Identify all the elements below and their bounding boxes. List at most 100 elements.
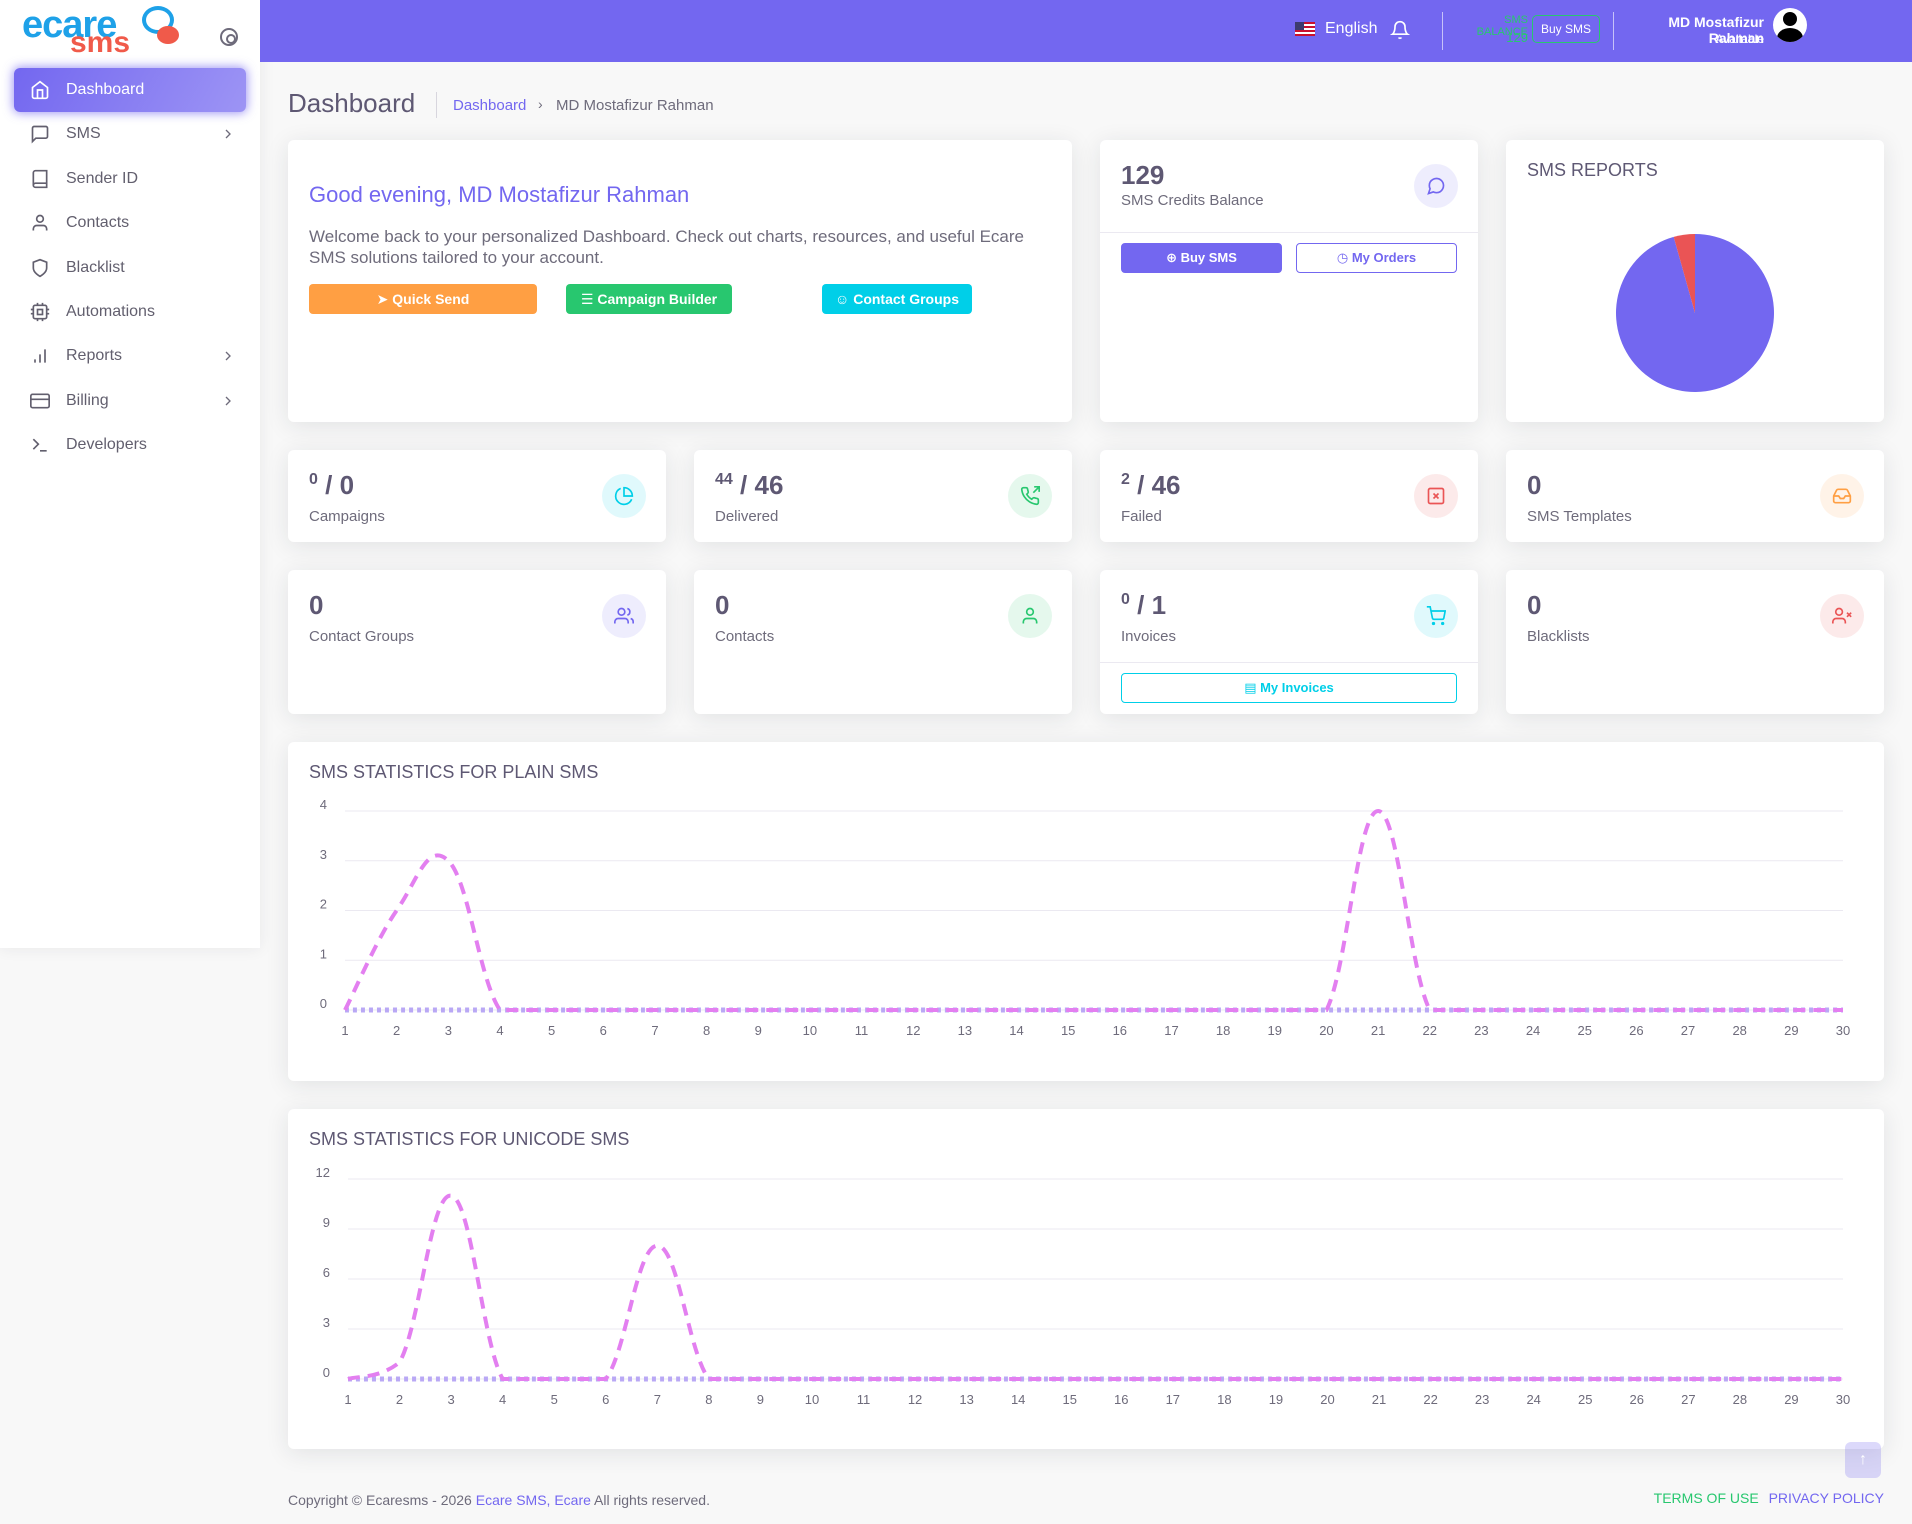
campaigns-card[interactable]: 0 / 0 Campaigns	[288, 450, 666, 542]
failed-total: / 46	[1137, 470, 1181, 500]
contacts-card[interactable]: 0 Contacts	[694, 570, 1072, 714]
y-tick-label: 12	[316, 1165, 330, 1180]
sidebar-item-label: Contacts	[66, 214, 130, 232]
pie-chart-icon	[602, 474, 646, 518]
terms-of-use-link[interactable]: TERMS OF USE	[1653, 1490, 1759, 1506]
shopping-cart-icon	[1414, 594, 1458, 638]
sidebar-item-developers[interactable]: Developers	[14, 423, 246, 467]
sidebar-item-billing[interactable]: Billing	[14, 379, 246, 423]
x-tick-label: 13	[958, 1023, 972, 1038]
sidebar-item-label: Billing	[66, 391, 109, 409]
breadcrumb-dashboard-link[interactable]: Dashboard	[453, 97, 527, 114]
quick-send-button[interactable]: ➤ Quick Send	[309, 284, 537, 314]
blacklists-card[interactable]: 0 Blacklists	[1506, 570, 1884, 714]
x-tick-label: 22	[1423, 1023, 1437, 1038]
file-text-icon: ▤	[1244, 680, 1261, 695]
chevron-right-icon	[225, 129, 231, 139]
x-tick-label: 28	[1732, 1023, 1746, 1038]
sidebar-item-blacklist[interactable]: Blacklist	[14, 246, 246, 290]
y-tick-label: 3	[323, 1315, 330, 1330]
page-title: Dashboard	[288, 88, 416, 118]
sidebar-item-automations[interactable]: Automations	[14, 290, 246, 334]
x-tick-label: 30	[1836, 1023, 1850, 1038]
shield-icon	[30, 258, 50, 278]
sidebar-collapse-toggle-icon[interactable]	[220, 28, 238, 46]
contact-groups-button[interactable]: ☺ Contact Groups	[822, 284, 972, 314]
delivered-card[interactable]: 44 / 46 Delivered	[694, 450, 1072, 542]
send-icon: ➤	[376, 291, 393, 307]
greeting-text: Welcome back to your personalized Dashbo…	[309, 227, 1024, 267]
delivered-label: Delivered	[715, 508, 779, 525]
y-tick-label: 9	[323, 1215, 330, 1230]
x-tick-label: 27	[1681, 1392, 1695, 1407]
x-tick-label: 8	[703, 1023, 710, 1038]
campaigns-running: 0	[309, 471, 318, 488]
user-icon	[1008, 594, 1052, 638]
header-buy-sms-button[interactable]: Buy SMS	[1532, 15, 1600, 43]
series-line-0	[343, 808, 1843, 1012]
scroll-to-top-button[interactable]: ↑	[1845, 1442, 1881, 1478]
templates-label: SMS Templates	[1527, 508, 1632, 525]
credit-card-icon	[30, 391, 50, 411]
x-tick-label: 20	[1319, 1023, 1333, 1038]
bell-icon[interactable]	[1390, 20, 1410, 40]
top-navbar: English SMS BALANCE 129 Buy SMS MD Mosta…	[260, 0, 1912, 62]
message-circle-icon	[1414, 164, 1458, 208]
x-tick-label: 24	[1526, 1392, 1540, 1407]
my-orders-button[interactable]: ◷ My Orders	[1296, 243, 1457, 273]
language-label: English	[1325, 20, 1378, 37]
sms-reports-pie-chart	[1616, 234, 1774, 392]
my-invoices-button[interactable]: ▤ My Invoices	[1121, 673, 1457, 703]
breadcrumb-current: MD Mostafizur Rahman	[556, 97, 714, 114]
invoices-paid: 0	[1121, 591, 1130, 608]
user-name[interactable]: MD Mostafizur Rahman	[1668, 14, 1764, 46]
ecare-sms-logo[interactable]: ecare sms	[22, 4, 182, 60]
avatar[interactable]	[1773, 8, 1807, 42]
sidebar-item-label: Sender ID	[66, 169, 139, 187]
x-tick-label: 19	[1269, 1392, 1283, 1407]
sidebar-item-label: Developers	[66, 436, 147, 454]
card-divider	[1100, 662, 1478, 663]
x-tick-label: 22	[1423, 1392, 1437, 1407]
x-tick-label: 9	[757, 1392, 764, 1407]
sms-templates-card[interactable]: 0 SMS Templates	[1506, 450, 1884, 542]
contact-groups-label: Contact Groups	[309, 628, 415, 645]
user-status: Available	[1715, 32, 1764, 46]
header-divider	[1613, 12, 1614, 50]
sidebar-item-sms[interactable]: SMS	[14, 112, 246, 156]
footer-ecare-sms-link[interactable]: Ecare SMS,	[475, 1492, 551, 1508]
footer-ecare-link[interactable]: Ecare	[554, 1492, 591, 1508]
pie-slice-failed[interactable]	[1673, 234, 1695, 313]
users-icon	[602, 594, 646, 638]
breadcrumb-chevron-icon: ›	[538, 96, 543, 112]
campaign-builder-button[interactable]: ☰ Campaign Builder	[566, 284, 732, 314]
x-tick-label: 25	[1577, 1023, 1591, 1038]
logo-text-sms: sms	[70, 26, 131, 59]
x-tick-label: 18	[1216, 1023, 1230, 1038]
sms-balance-value: 129	[1506, 30, 1528, 45]
privacy-policy-link[interactable]: PRIVACY POLICY	[1768, 1490, 1884, 1506]
x-tick-label: 7	[654, 1392, 661, 1407]
x-tick-label: 23	[1474, 1023, 1488, 1038]
x-tick-label: 11	[857, 1392, 871, 1407]
x-tick-label: 15	[1062, 1392, 1076, 1407]
x-tick-label: 29	[1784, 1392, 1798, 1407]
language-dropdown[interactable]: English	[1295, 20, 1377, 38]
x-tick-label: 27	[1681, 1023, 1695, 1038]
blacklists-label: Blacklists	[1527, 628, 1590, 645]
x-tick-label: 3	[445, 1023, 452, 1038]
sidebar-item-sender-id[interactable]: Sender ID	[14, 157, 246, 201]
sidebar-item-reports[interactable]: Reports	[14, 334, 246, 378]
sidebar-item-contacts[interactable]: Contacts	[14, 201, 246, 245]
x-tick-label: 21	[1371, 1023, 1385, 1038]
x-tick-label: 14	[1009, 1023, 1023, 1038]
contact-groups-card[interactable]: 0 Contact Groups	[288, 570, 666, 714]
failed-card[interactable]: 2 / 46 Failed	[1100, 450, 1478, 542]
user-icon	[30, 213, 50, 233]
buy-sms-button[interactable]: ⊕ Buy SMS	[1121, 243, 1282, 273]
x-tick-label: 8	[705, 1392, 712, 1407]
sidebar-item-dashboard[interactable]: Dashboard	[14, 68, 246, 112]
x-tick-label: 3	[447, 1392, 454, 1407]
